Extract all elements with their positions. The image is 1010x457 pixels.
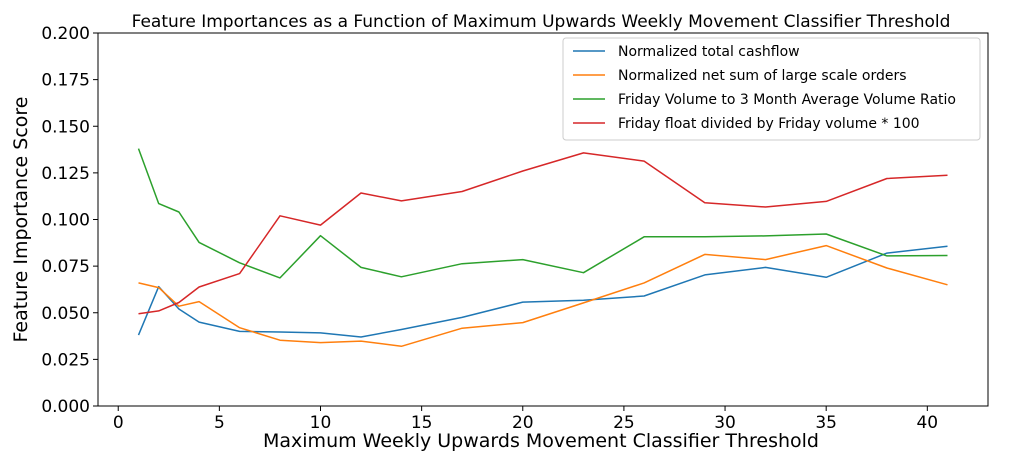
legend-entry: Normalized total cashflow (618, 44, 800, 60)
series-line (138, 152, 948, 315)
y-tick-label: 0.200 (41, 24, 90, 44)
y-axis-label: Feature Importance Score (10, 97, 32, 343)
y-tick-label: 0.000 (41, 397, 90, 417)
legend: Normalized total cashflow Normalized net … (562, 37, 981, 141)
x-tick-label: 25 (613, 413, 635, 433)
x-tick-label: 15 (411, 413, 433, 433)
x-tick-label: 5 (214, 413, 225, 433)
series-line (137, 245, 948, 338)
x-tick-label: 20 (512, 413, 534, 433)
series-line (137, 148, 948, 279)
y-tick-label: 0.025 (41, 350, 90, 370)
y-tick-label: 0.150 (41, 117, 90, 137)
y-axis-ticks: 0.000 0.025 0.050 0.075 0.100 0.125 0.150 0.175… (41, 24, 98, 417)
chart-title: Feature Importances as a Function of Max… (132, 12, 951, 32)
y-tick-label: 0.050 (41, 304, 90, 324)
y-tick-label: 0.175 (41, 71, 90, 91)
x-axis-ticks: 0 5 10 15 20 25 30 35 40 (113, 406, 938, 433)
legend-entry: Normalized net sum of large scale orders (618, 68, 907, 84)
x-tick-label: 30 (714, 413, 736, 433)
y-tick-label: 0.075 (41, 257, 90, 277)
y-tick-label: 0.100 (41, 211, 90, 231)
series-line (138, 244, 948, 348)
legend-entry: Friday float divided by Friday volume * … (618, 116, 920, 132)
legend-entry: Friday Volume to 3 Month Average Volume … (618, 92, 956, 108)
series-lines (137, 148, 948, 348)
legend-box (562, 37, 981, 141)
x-tick-label: 40 (916, 413, 938, 433)
x-axis-label: Maximum Weekly Upwards Movement Classifi… (263, 430, 819, 452)
x-tick-label: 35 (815, 413, 837, 433)
x-tick-label: 0 (113, 413, 124, 433)
y-tick-label: 0.125 (41, 164, 90, 184)
x-tick-label: 10 (310, 413, 332, 433)
